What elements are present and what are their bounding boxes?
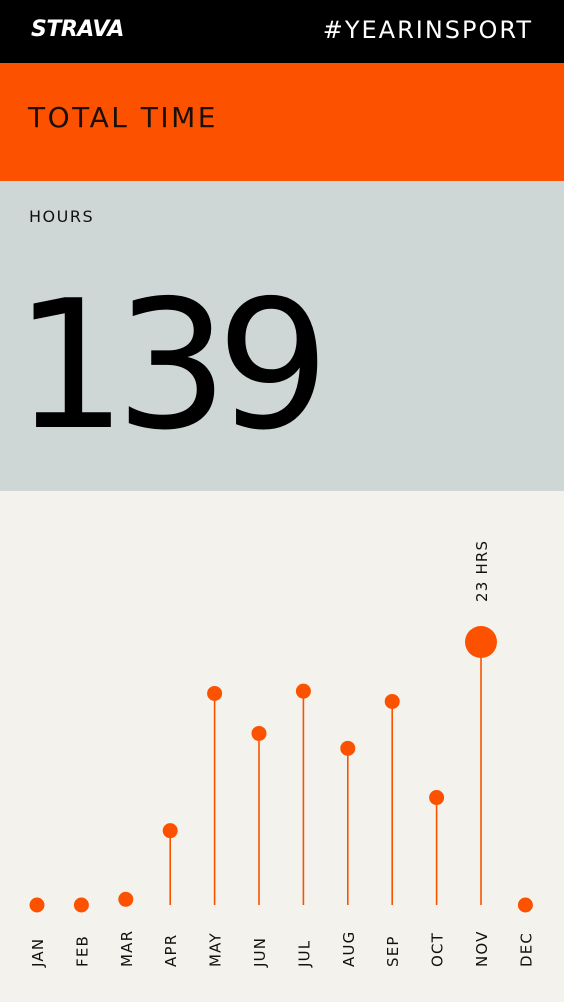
stat-band: HOURS 139	[0, 181, 564, 491]
point-jul	[295, 683, 311, 699]
total-hours-value: 139	[14, 262, 330, 469]
point-jun	[251, 725, 267, 741]
point-feb	[73, 897, 89, 913]
point-nov	[465, 626, 497, 658]
monthly-hours-chart: JAN FEB MAR APR MAY JUN JUL AUG SEP OCT NOV 23 HRS D…	[0, 491, 564, 1002]
strava-logo: STRAVA	[31, 17, 124, 42]
month-label-may: MAY	[207, 932, 225, 967]
point-apr	[162, 823, 178, 839]
month-label-nov: NOV	[473, 930, 491, 967]
hashtag-label: #YEARINSPORT	[322, 16, 533, 44]
unit-label: HOURS	[29, 207, 95, 226]
month-label-mar: MAR	[118, 930, 136, 967]
point-mar	[118, 891, 134, 907]
page-title: TOTAL TIME	[28, 101, 218, 134]
point-oct	[429, 790, 445, 806]
point-jan	[29, 897, 45, 913]
point-dec	[517, 897, 533, 913]
month-label-feb: FEB	[73, 935, 91, 967]
month-label-jan: JAN	[29, 938, 47, 968]
month-label-jun: JUN	[251, 937, 269, 968]
month-label-jul: JUL	[295, 940, 313, 968]
title-band: TOTAL TIME	[0, 63, 564, 181]
point-aug	[340, 740, 356, 756]
month-label-oct: OCT	[429, 932, 447, 967]
max-value-label: 23 HRS	[473, 540, 491, 602]
month-label-sep: SEP	[384, 935, 402, 967]
app-header: STRAVA #YEARINSPORT	[0, 0, 564, 63]
point-may	[207, 685, 223, 701]
point-sep	[384, 693, 400, 709]
month-label-aug: AUG	[340, 931, 358, 967]
month-label-dec: DEC	[517, 932, 535, 967]
month-label-apr: APR	[162, 934, 180, 967]
